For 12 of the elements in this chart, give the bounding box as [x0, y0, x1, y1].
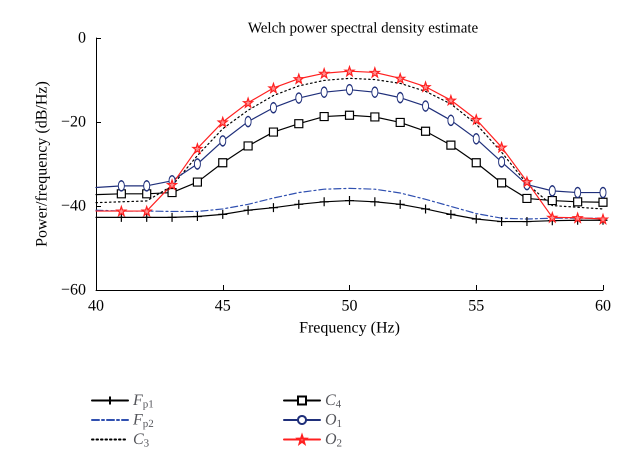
- y-axis-title: Power/frequency (dB/Hz): [34, 81, 50, 247]
- x-tick-label: 60: [595, 298, 611, 314]
- x-tick-label: 45: [214, 298, 231, 314]
- x-tick-label: 40: [88, 298, 104, 314]
- x-tick-label: 55: [468, 298, 484, 314]
- y-tick-label: −60: [60, 282, 86, 298]
- y-tick-label: −40: [60, 198, 86, 214]
- x-axis-title: Frequency (Hz): [299, 320, 400, 336]
- y-tick-label: 0: [78, 30, 86, 46]
- chart-title: Welch power spectral density estimate: [248, 20, 479, 36]
- y-tick-label: −20: [60, 114, 86, 130]
- x-tick-label: 50: [342, 298, 358, 314]
